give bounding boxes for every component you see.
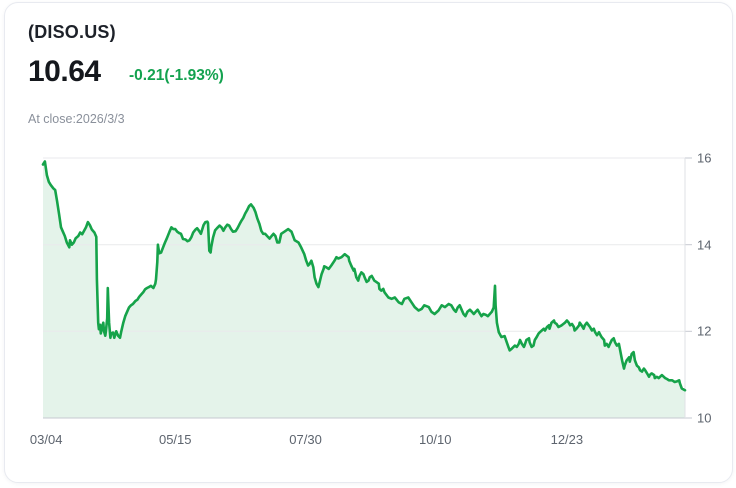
y-axis-labels: 16 14 12 10 [697,151,736,426]
y-tick-label-14: 14 [697,237,712,253]
x-tick-label-05-15: 05/15 [158,432,192,447]
stock-quote-card: (DISO.US) 10.64 -0.21(-1.93%) At close:2… [4,2,733,483]
y-tick-label-16: 16 [697,150,712,166]
y-tick-label-12: 12 [697,323,712,339]
stock-symbol: (DISO.US) [28,22,116,42]
x-tick-label-07-30: 07/30 [289,432,322,447]
price-chart-svg [41,157,692,419]
y-tick-label-10: 10 [697,410,712,426]
x-tick-label-10-10: 10/10 [418,432,452,447]
as-of-timestamp: At close:2026/3/3 [28,112,125,126]
price-chart-plot[interactable] [41,157,692,419]
x-axis-labels: 03/04 05/15 07/30 10/10 12/23 [30,432,685,448]
last-price: 10.64 [28,55,101,88]
price-change: -0.21(-1.93%) [129,67,224,84]
x-tick-label-12-23: 12/23 [550,432,584,447]
x-tick-label-03-04: 03/04 [29,432,63,447]
price-line [41,160,687,392]
price-area-fill [43,161,685,418]
